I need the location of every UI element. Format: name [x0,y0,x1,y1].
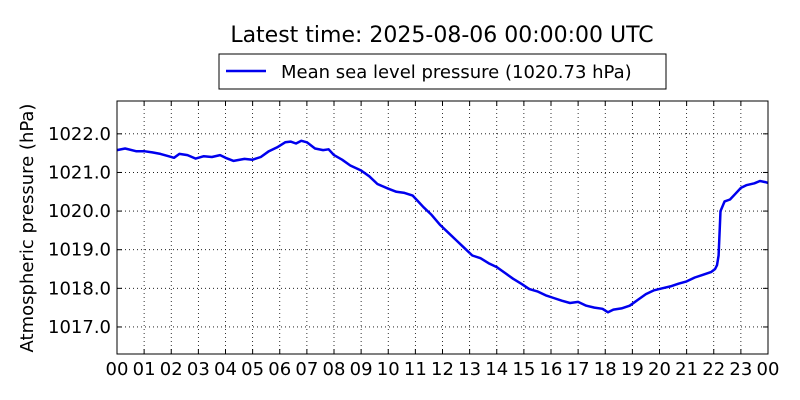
x-tick-label: 02 [160,359,183,380]
x-tick-label: 17 [567,359,590,380]
y-axis-label: Atmospheric pressure (hPa) [17,104,38,353]
legend-label: Mean sea level pressure (1020.73 hPa) [281,62,632,83]
x-axis-ticks: 00 01 02 03 04 05 06 07 08 09 10 11 12 13 14 15 16 17 18 19… [106,101,780,380]
chart-title: Latest time: 2025-08-06 00:00:00 UTC [230,23,653,48]
x-tick-label: 04 [214,359,237,380]
x-tick-label: 05 [241,359,264,380]
x-tick-label: 01 [133,359,156,380]
y-tick-label: 1021.0 [48,162,111,183]
y-tick-label: 1018.0 [48,278,111,299]
x-tick-label: 09 [350,359,373,380]
x-tick-label: 16 [540,359,563,380]
x-tick-label: 21 [675,359,698,380]
x-tick-label: 23 [729,359,752,380]
x-tick-label: 11 [404,359,427,380]
x-tick-label: 03 [187,359,210,380]
x-tick-label: 18 [594,359,617,380]
x-tick-label: 06 [268,359,291,380]
x-tick-label: 22 [702,359,725,380]
x-tick-label: 00 [106,359,129,380]
x-tick-label: 10 [377,359,400,380]
y-tick-label: 1017.0 [48,317,111,338]
pressure-series-line [116,139,769,314]
y-axis-ticks: 1017.0 1018.0 1019.0 1020.0 1021.0 1022.0 [48,124,768,338]
x-tick-label: 13 [458,359,481,380]
x-tick-label: 12 [431,359,454,380]
x-tick-label: 15 [512,359,535,380]
x-tick-label: 00 [757,359,780,380]
y-tick-label: 1019.0 [48,240,111,261]
x-tick-label: 14 [485,359,508,380]
y-tick-label: 1022.0 [48,124,111,145]
x-tick-label: 07 [295,359,318,380]
legend-box [218,53,667,90]
x-tick-label: 08 [323,359,346,380]
legend: Mean sea level pressure (1020.73 hPa) [218,53,667,90]
x-tick-label: 19 [621,359,644,380]
series-layer [116,139,769,314]
y-tick-label: 1020.0 [48,201,111,222]
x-tick-label: 20 [648,359,671,380]
grid [117,101,768,354]
